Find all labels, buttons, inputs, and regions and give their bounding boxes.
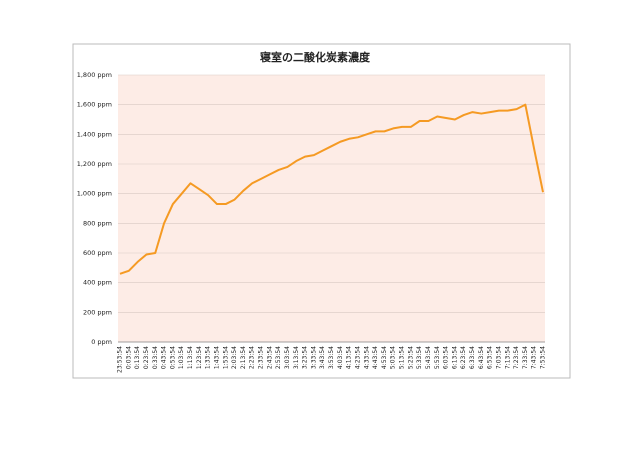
x-tick-label: 6:03:54 — [443, 346, 450, 369]
x-tick-label: 7:33:54 — [522, 346, 529, 369]
x-tick-label: 0:23:54 — [143, 346, 150, 369]
y-tick-label: 0 ppm — [91, 338, 112, 346]
x-tick-label: 4:23:54 — [354, 346, 361, 369]
plot-area — [118, 75, 545, 342]
x-tick-label: 5:53:54 — [434, 346, 441, 369]
x-tick-label: 3:33:54 — [310, 346, 317, 369]
x-tick-label: 2:13:54 — [240, 346, 247, 369]
x-tick-label: 3:03:54 — [284, 346, 291, 369]
y-tick-label: 400 ppm — [83, 279, 112, 287]
x-tick-label: 6:23:54 — [460, 346, 467, 369]
y-tick-label: 600 ppm — [83, 249, 112, 257]
x-tick-label: 1:43:54 — [213, 346, 220, 369]
x-tick-label: 3:13:54 — [293, 346, 300, 369]
x-tick-label: 4:03:54 — [337, 346, 344, 369]
x-tick-label: 23:53:54 — [117, 346, 124, 373]
y-tick-label: 1,800 ppm — [77, 71, 112, 79]
x-tick-label: 7:43:54 — [531, 346, 538, 369]
x-tick-label: 7:03:54 — [495, 346, 502, 369]
x-tick-label: 3:53:54 — [328, 346, 335, 369]
y-tick-label: 1,200 ppm — [77, 160, 112, 168]
chart-title: 寝室の二酸化炭素濃度 — [260, 50, 371, 64]
x-tick-label: 7:13:54 — [504, 346, 511, 369]
x-tick-label: 2:43:54 — [266, 346, 273, 369]
x-tick-label: 5:33:54 — [416, 346, 423, 369]
x-tick-label: 1:33:54 — [205, 346, 212, 369]
x-tick-label: 3:23:54 — [302, 346, 309, 369]
x-tick-label: 6:13:54 — [451, 346, 458, 369]
x-tick-label: 1:13:54 — [187, 346, 194, 369]
x-tick-label: 4:33:54 — [363, 346, 370, 369]
x-tick-label: 7:53:54 — [540, 346, 547, 369]
x-tick-label: 2:53:54 — [275, 346, 282, 369]
data-line — [119, 103, 544, 275]
x-tick-label: 6:33:54 — [469, 346, 476, 369]
x-tick-label: 2:03:54 — [231, 346, 238, 369]
x-tick-label: 6:43:54 — [478, 346, 485, 369]
x-tick-label: 4:53:54 — [381, 346, 388, 369]
x-tick-label: 4:43:54 — [372, 346, 379, 369]
x-tick-label: 4:13:54 — [346, 346, 353, 369]
x-tick-label: 1:03:54 — [178, 346, 185, 369]
x-tick-label: 0:13:54 — [134, 346, 141, 369]
x-tick-label: 1:23:54 — [196, 346, 203, 369]
x-tick-label: 2:33:54 — [258, 346, 265, 369]
x-tick-label: 3:43:54 — [319, 346, 326, 369]
y-tick-label: 1,400 ppm — [77, 130, 112, 138]
x-tick-label: 1:53:54 — [222, 346, 229, 369]
x-tick-label: 5:23:54 — [407, 346, 414, 369]
x-tick-label: 0:33:54 — [152, 346, 159, 369]
x-tick-label: 5:13:54 — [399, 346, 406, 369]
x-tick-label: 5:43:54 — [425, 346, 432, 369]
y-tick-label: 1,000 ppm — [77, 190, 112, 198]
x-tick-label: 2:23:54 — [249, 346, 256, 369]
y-tick-label: 800 ppm — [83, 219, 112, 227]
x-tick-label: 0:43:54 — [161, 346, 168, 369]
x-tick-label: 5:03:54 — [390, 346, 397, 369]
y-tick-label: 200 ppm — [83, 308, 112, 316]
y-tick-label: 1,600 ppm — [77, 101, 112, 109]
x-tick-label: 0:53:54 — [169, 346, 176, 369]
x-tick-label: 0:03:54 — [125, 346, 132, 369]
x-tick-label: 6:53:54 — [487, 346, 494, 369]
x-tick-label: 7:23:54 — [513, 346, 520, 369]
